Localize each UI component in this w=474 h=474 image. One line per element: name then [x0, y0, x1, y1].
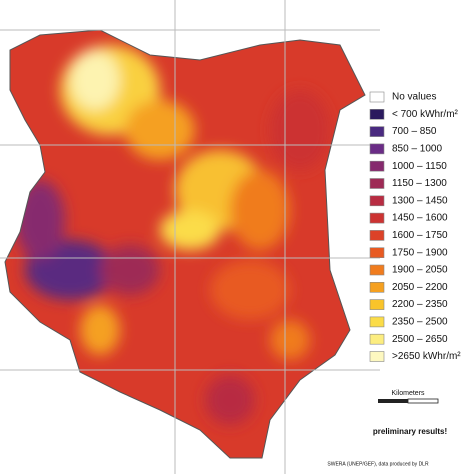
legend-swatch: [369, 160, 385, 172]
legend-label: 2500 – 2650: [392, 334, 448, 345]
legend-label: 1600 – 1750: [392, 230, 448, 241]
legend-swatch: [369, 333, 385, 345]
legend-swatch: [369, 126, 385, 137]
legend-swatch: [369, 247, 385, 258]
legend-label: 1900 – 2050: [392, 265, 448, 276]
legend-swatch: [369, 264, 385, 276]
legend-label: 2350 – 2500: [392, 317, 448, 328]
scale-title: Kilometers: [391, 390, 425, 397]
legend-label: 700 – 850: [392, 126, 437, 137]
graticule: [0, 0, 380, 474]
legend-label: 1300 – 1450: [392, 195, 448, 206]
legend-label: 1000 – 1150: [392, 161, 447, 172]
legend-label: < 700 kWhr/m²: [392, 109, 459, 120]
legend-swatch: [369, 281, 385, 293]
legend-swatch: [369, 351, 385, 362]
legend-swatch: [369, 299, 385, 310]
scale-bar: [378, 398, 439, 404]
legend-swatch: [369, 195, 385, 207]
legend-swatch: [369, 109, 385, 120]
legend-label: >2650 kWhr/m²: [392, 351, 461, 362]
legend-swatch: [369, 91, 385, 103]
legend-swatch: [369, 143, 385, 155]
legend-label: 2050 – 2200: [392, 282, 448, 293]
legend-label: No values: [392, 92, 436, 103]
credit: SWERA (UNEP/GEF), data produced by DLR: [327, 461, 429, 467]
legend: No values < 700 kWhr/m² 700 – 850 850 – 100…: [369, 91, 461, 362]
legend-label: 1450 – 1600: [392, 213, 448, 224]
legend-swatch: [369, 230, 385, 241]
border: [4, 29, 366, 459]
legend-label: 1750 – 1900: [392, 247, 448, 258]
legend-swatch: [369, 316, 385, 328]
legend-swatch: [369, 212, 385, 224]
legend-label: 850 – 1000: [392, 144, 442, 155]
status-note: preliminary results!: [373, 427, 447, 436]
legend-label: 2200 – 2350: [392, 299, 448, 310]
legend-label: 1150 – 1300: [392, 178, 447, 189]
legend-swatch: [369, 178, 385, 189]
